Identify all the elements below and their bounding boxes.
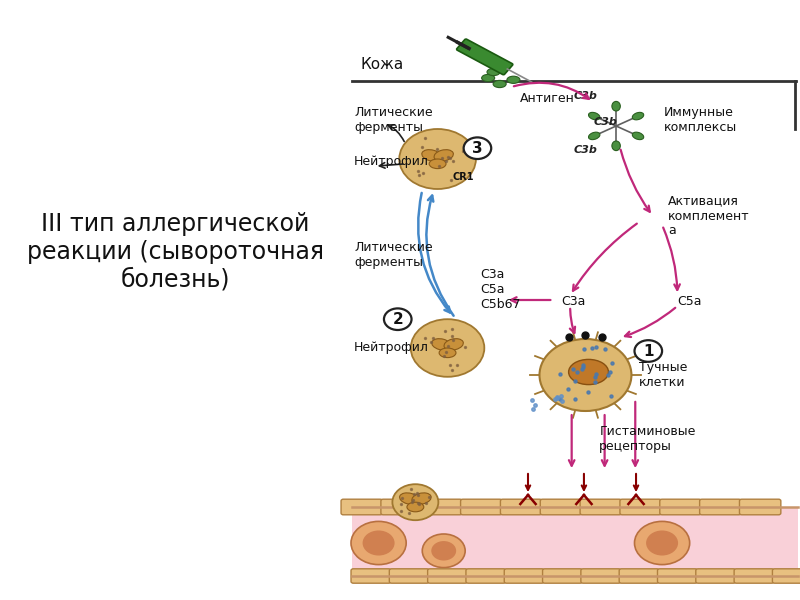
FancyBboxPatch shape — [341, 499, 382, 515]
FancyBboxPatch shape — [428, 569, 467, 583]
FancyBboxPatch shape — [381, 499, 422, 515]
FancyBboxPatch shape — [739, 499, 781, 515]
Circle shape — [634, 521, 690, 565]
Ellipse shape — [407, 502, 424, 512]
Ellipse shape — [399, 493, 419, 505]
FancyBboxPatch shape — [501, 499, 542, 515]
FancyBboxPatch shape — [620, 499, 662, 515]
FancyBboxPatch shape — [540, 499, 582, 515]
FancyBboxPatch shape — [660, 499, 701, 515]
Circle shape — [410, 319, 484, 377]
Ellipse shape — [482, 74, 494, 82]
Text: Нейтрофил: Нейтрофил — [354, 341, 429, 355]
Circle shape — [384, 308, 411, 330]
Circle shape — [422, 534, 465, 568]
Text: 1: 1 — [643, 343, 654, 358]
Ellipse shape — [429, 159, 446, 169]
Ellipse shape — [612, 141, 620, 151]
Ellipse shape — [493, 80, 506, 88]
FancyBboxPatch shape — [461, 499, 502, 515]
Circle shape — [646, 530, 678, 556]
Circle shape — [362, 530, 394, 556]
FancyBboxPatch shape — [542, 569, 582, 583]
Text: III тип аллергической
реакции (сывороточная
болезнь): III тип аллергической реакции (сывороточ… — [27, 212, 324, 292]
Ellipse shape — [412, 493, 431, 505]
Ellipse shape — [589, 132, 600, 140]
FancyBboxPatch shape — [421, 499, 462, 515]
Ellipse shape — [434, 149, 454, 161]
Ellipse shape — [612, 101, 620, 111]
Text: Гистаминовые
рецепторы: Гистаминовые рецепторы — [599, 425, 696, 453]
FancyBboxPatch shape — [619, 569, 659, 583]
Circle shape — [634, 340, 662, 362]
FancyBboxPatch shape — [466, 569, 506, 583]
Text: Литические
ферменты: Литические ферменты — [354, 106, 433, 134]
Ellipse shape — [432, 338, 451, 350]
Ellipse shape — [632, 132, 644, 140]
Text: C3a
C5a
C5b67: C3a C5a C5b67 — [481, 268, 521, 311]
Text: Иммунные
комплексы: Иммунные комплексы — [664, 106, 737, 134]
Text: C3b: C3b — [593, 117, 617, 127]
Ellipse shape — [589, 112, 600, 120]
Text: C3a: C3a — [561, 295, 586, 308]
FancyBboxPatch shape — [457, 39, 513, 75]
FancyBboxPatch shape — [700, 499, 741, 515]
Text: Кожа: Кожа — [361, 57, 404, 72]
FancyBboxPatch shape — [658, 569, 698, 583]
Ellipse shape — [632, 112, 644, 120]
Text: Антиген: Антиген — [520, 92, 575, 105]
Text: CR1: CR1 — [453, 172, 474, 182]
Ellipse shape — [444, 338, 463, 350]
Bar — [352, 507, 798, 576]
FancyBboxPatch shape — [351, 569, 391, 583]
FancyBboxPatch shape — [581, 569, 621, 583]
Ellipse shape — [422, 149, 441, 161]
Text: C3b: C3b — [574, 91, 598, 101]
FancyBboxPatch shape — [580, 499, 622, 515]
Circle shape — [464, 137, 491, 159]
FancyBboxPatch shape — [390, 569, 429, 583]
Ellipse shape — [487, 68, 500, 76]
Text: Литические
ферменты: Литические ферменты — [354, 241, 433, 269]
Ellipse shape — [439, 348, 456, 358]
Circle shape — [431, 541, 456, 560]
Circle shape — [351, 521, 406, 565]
Ellipse shape — [507, 76, 520, 83]
Text: C5a: C5a — [678, 295, 702, 308]
FancyBboxPatch shape — [773, 569, 800, 583]
Ellipse shape — [569, 359, 609, 385]
FancyBboxPatch shape — [696, 569, 736, 583]
Text: 3: 3 — [472, 140, 482, 155]
Circle shape — [399, 129, 476, 189]
FancyBboxPatch shape — [504, 569, 544, 583]
Circle shape — [392, 484, 438, 520]
Circle shape — [539, 339, 631, 411]
FancyBboxPatch shape — [734, 569, 774, 583]
Text: Нейтрофил: Нейтрофил — [354, 155, 429, 169]
Text: Тучные
клетки: Тучные клетки — [639, 361, 687, 389]
Text: Активация
комплемент
а: Активация комплемент а — [668, 194, 750, 238]
Text: C3b: C3b — [574, 145, 598, 155]
Text: 2: 2 — [392, 312, 403, 326]
